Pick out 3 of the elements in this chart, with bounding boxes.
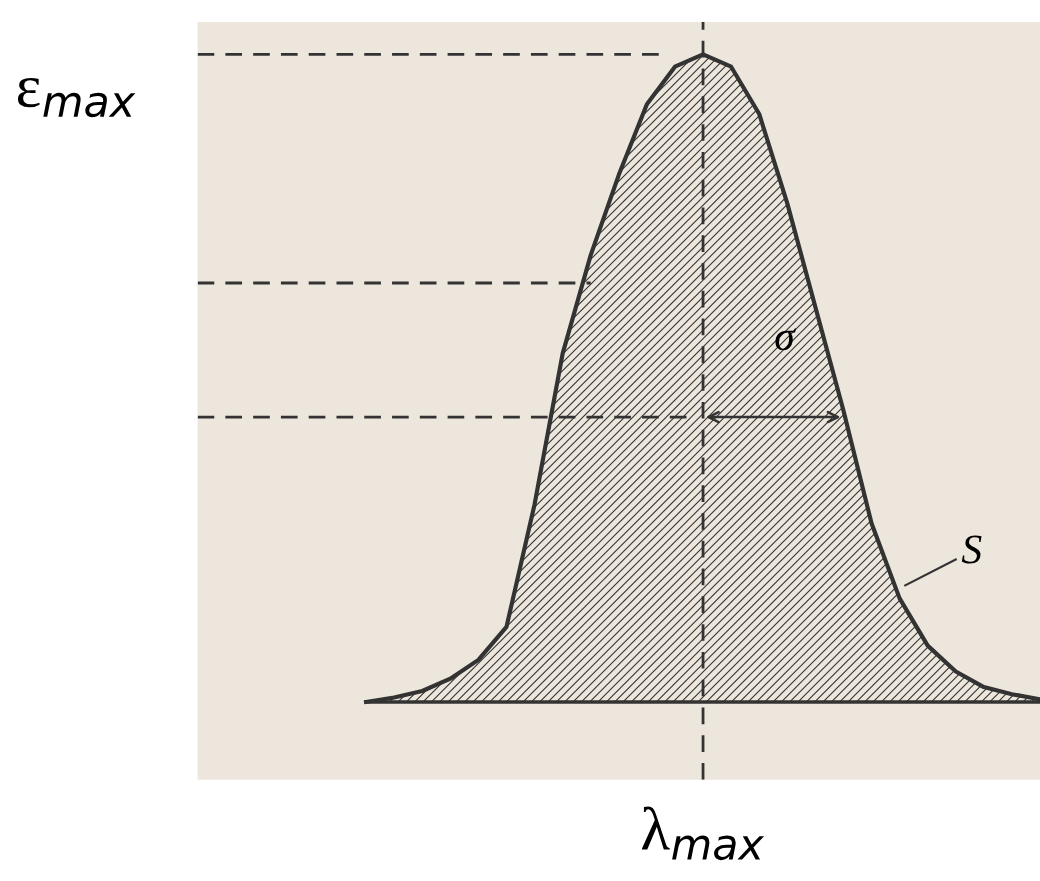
annotation: S xyxy=(961,535,982,564)
text: λ$_{max}$ xyxy=(642,806,765,861)
ref-line-label: ε$_{max}$ xyxy=(17,77,136,118)
